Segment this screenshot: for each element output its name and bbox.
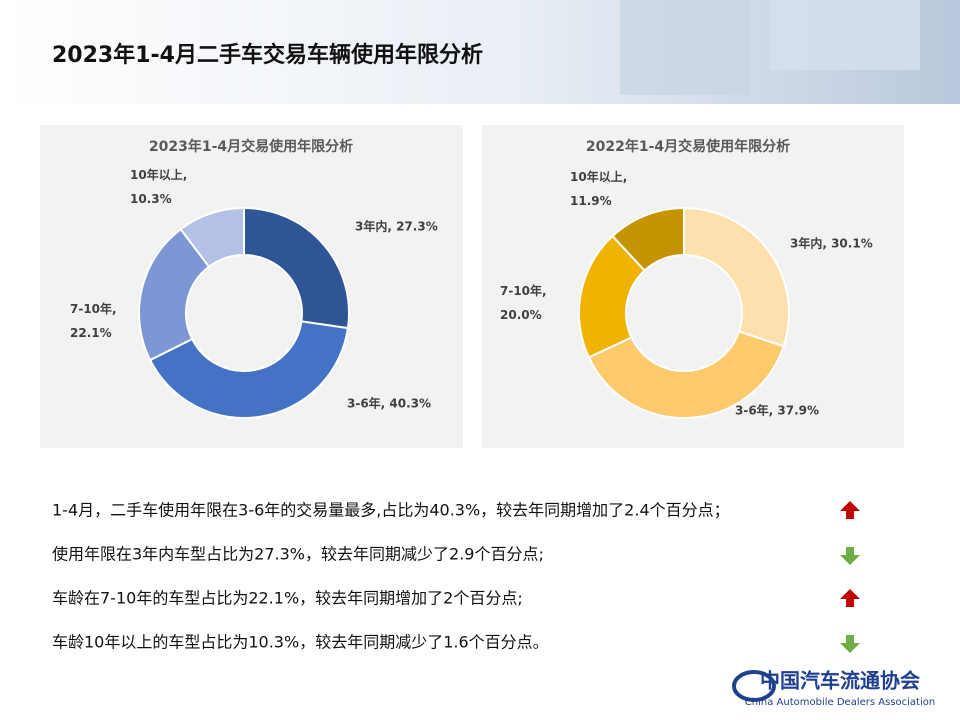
data-label-line: 7-10年,	[70, 301, 117, 316]
donut-slice	[683, 206, 790, 348]
data-label: 3年内, 30.1%	[790, 236, 873, 251]
data-label: 7-10年, 22.1%	[70, 301, 117, 340]
note-text: 车龄在7-10年的车型占比为22.1%，较去年同期增加了2个百分点;	[52, 589, 523, 608]
donut-slice	[587, 330, 785, 419]
logo-name-en: China Automobile Dealers Association	[745, 697, 935, 708]
data-label: 10年以上, 10.3%	[130, 167, 187, 206]
donut-slice	[138, 227, 211, 362]
data-label: 7-10年, 20.0%	[500, 283, 547, 322]
trend-arrow	[840, 547, 860, 565]
header-decor	[770, 0, 920, 70]
note-text: 使用年限在3年内车型占比为27.3%，较去年同期减少了2.9个百分点;	[52, 545, 544, 564]
data-label: 3-6年, 40.3%	[347, 396, 431, 411]
donut-slice	[179, 206, 245, 269]
data-label-line: 10年以上,	[130, 167, 187, 182]
data-label: 3-6年, 37.9%	[735, 403, 819, 418]
data-label-line: 11.9%	[570, 194, 612, 208]
data-label-line: 10.3%	[130, 192, 172, 206]
logo-name: 中国汽车流通协会	[760, 669, 920, 693]
page-title: 2023年1-4月二手车交易车辆使用年限分析	[52, 42, 483, 68]
chart-title: 2022年1-4月交易使用年限分析	[586, 138, 790, 155]
donut-slice	[243, 206, 350, 330]
header-decor	[620, 0, 750, 95]
data-label: 3年内, 27.3%	[355, 219, 438, 234]
data-label: 10年以上, 11.9%	[570, 169, 627, 208]
data-label-line: 10年以上,	[570, 169, 627, 184]
chart-title: 2023年1-4月交易使用年限分析	[149, 138, 353, 155]
note-text: 车龄10年以上的车型占比为10.3%，较去年同期减少了1.6个百分点。	[52, 633, 549, 652]
data-label-line: 7-10年,	[500, 283, 547, 298]
note-text: 1-4月，二手车使用年限在3-6年的交易量最多,占比为40.3%，较去年同期增加…	[52, 501, 730, 520]
trend-arrow	[840, 501, 860, 519]
trend-arrow	[840, 589, 860, 607]
donut-slice	[611, 206, 685, 272]
trend-arrow	[840, 635, 860, 653]
data-label-line: 20.0%	[500, 308, 542, 322]
donut-slice	[148, 320, 350, 419]
data-label-line: 22.1%	[70, 326, 112, 340]
logo-icon	[732, 670, 776, 702]
